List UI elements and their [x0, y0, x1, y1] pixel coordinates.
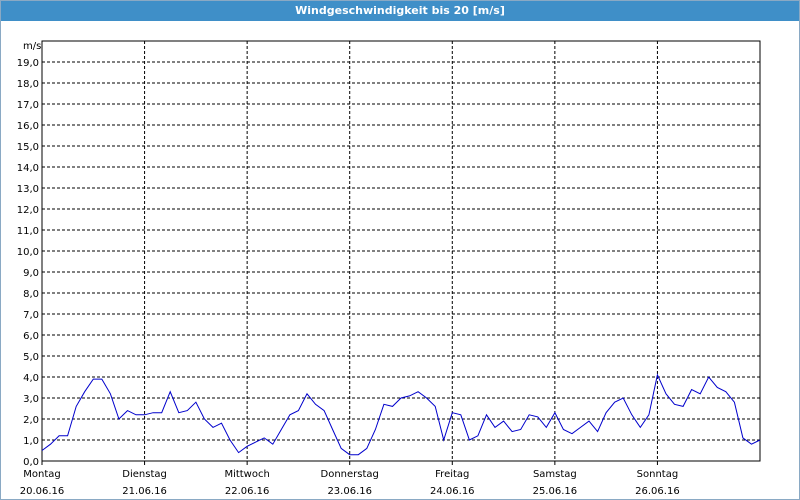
wind-line [41, 373, 761, 456]
y-tick-label: 2,0 [23, 415, 39, 426]
chart: m/s 0,0 1,0 2,0 3,0 4,0 5,0 6,0 7,0 8,0 9,0 10,0 11,… [17, 40, 761, 497]
x-tick-label: Freitag [435, 469, 469, 480]
y-tick-label: 8,0 [23, 289, 39, 300]
y-tick-label: 11,0 [17, 226, 39, 237]
y-tick-label: 19,0 [17, 58, 39, 69]
x-tick-date: 22.06.16 [225, 486, 270, 497]
x-tick-date: 20.06.16 [20, 486, 65, 497]
y-tick-label: 9,0 [23, 268, 39, 279]
title-bar: Windgeschwindigkeit bis 20 [m/s] [1, 1, 799, 21]
x-tick-date: 21.06.16 [122, 486, 167, 497]
y-tick-label: 5,0 [23, 352, 39, 363]
y-tick-label: 0,0 [23, 457, 39, 468]
y-tick-label: 16,0 [17, 121, 39, 132]
y-tick-label: 13,0 [17, 184, 39, 195]
y-tick-label: 4,0 [23, 373, 39, 384]
y-tick-label: 10,0 [17, 247, 39, 258]
y-tick-label: 15,0 [17, 142, 39, 153]
x-tick-date: 24.06.16 [430, 486, 475, 497]
plot-area [41, 40, 761, 462]
x-tick-label: Mittwoch [224, 469, 269, 480]
y-axis-label: m/s [23, 41, 41, 52]
y-tick-label: 18,0 [17, 79, 39, 90]
x-tick-label: Dienstag [122, 469, 167, 480]
y-tick-label: 6,0 [23, 331, 39, 342]
y-tick-label: 12,0 [17, 205, 39, 216]
y-tick-label: 3,0 [23, 394, 39, 405]
y-tick-label: 1,0 [23, 436, 39, 447]
x-tick-label: Montag [23, 469, 60, 480]
x-tick-date: 26.06.16 [635, 486, 680, 497]
x-tick-date: 25.06.16 [533, 486, 578, 497]
x-tick-label: Samstag [533, 469, 577, 480]
x-tick-label: Donnerstag [321, 469, 379, 480]
y-tick-label: 17,0 [17, 100, 39, 111]
x-tick-label: Sonntag [637, 469, 679, 480]
y-tick-label: 7,0 [23, 310, 39, 321]
x-tick-date: 23.06.16 [327, 486, 372, 497]
y-tick-label: 14,0 [17, 163, 39, 174]
